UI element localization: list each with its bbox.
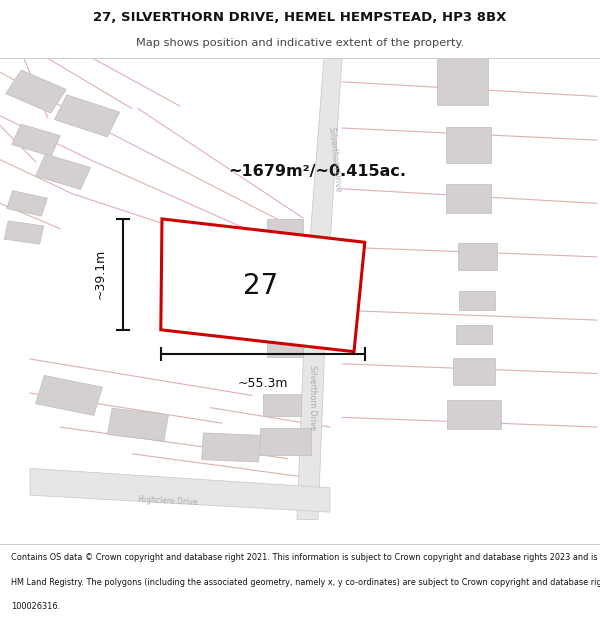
Text: 27: 27 <box>244 272 278 300</box>
Polygon shape <box>456 326 492 344</box>
Polygon shape <box>4 221 44 244</box>
Polygon shape <box>306 58 342 291</box>
Polygon shape <box>267 312 303 356</box>
Polygon shape <box>30 468 330 512</box>
Text: ~39.1m: ~39.1m <box>94 249 107 299</box>
Polygon shape <box>459 291 495 310</box>
Polygon shape <box>446 184 491 213</box>
Polygon shape <box>297 291 327 519</box>
Polygon shape <box>260 428 311 455</box>
Polygon shape <box>263 394 301 416</box>
Polygon shape <box>11 124 61 156</box>
Text: ~55.3m: ~55.3m <box>238 377 288 390</box>
Polygon shape <box>458 244 497 270</box>
Text: Highclere Drive: Highclere Drive <box>138 495 198 507</box>
Text: HM Land Registry. The polygons (including the associated geometry, namely x, y c: HM Land Registry. The polygons (includin… <box>11 578 600 587</box>
Polygon shape <box>6 70 66 113</box>
Polygon shape <box>446 127 491 163</box>
Polygon shape <box>35 376 103 416</box>
Text: 27, SILVERTHORN DRIVE, HEMEL HEMPSTEAD, HP3 8BX: 27, SILVERTHORN DRIVE, HEMEL HEMPSTEAD, … <box>94 11 506 24</box>
Polygon shape <box>7 191 47 216</box>
Text: Silverthorn Drive: Silverthorn Drive <box>308 365 317 431</box>
Polygon shape <box>107 408 169 441</box>
Polygon shape <box>437 49 487 105</box>
Text: 100026316.: 100026316. <box>11 602 60 611</box>
Polygon shape <box>55 95 119 137</box>
Text: Contains OS data © Crown copyright and database right 2021. This information is : Contains OS data © Crown copyright and d… <box>11 554 600 562</box>
Text: ~1679m²/~0.415ac.: ~1679m²/~0.415ac. <box>228 164 406 179</box>
Text: Silverthorn Drive: Silverthorn Drive <box>327 127 343 192</box>
Polygon shape <box>453 357 495 384</box>
Polygon shape <box>447 400 501 429</box>
Polygon shape <box>161 219 365 352</box>
Polygon shape <box>202 433 260 462</box>
Polygon shape <box>35 154 91 189</box>
Text: Map shows position and indicative extent of the property.: Map shows position and indicative extent… <box>136 38 464 48</box>
Polygon shape <box>267 219 303 270</box>
